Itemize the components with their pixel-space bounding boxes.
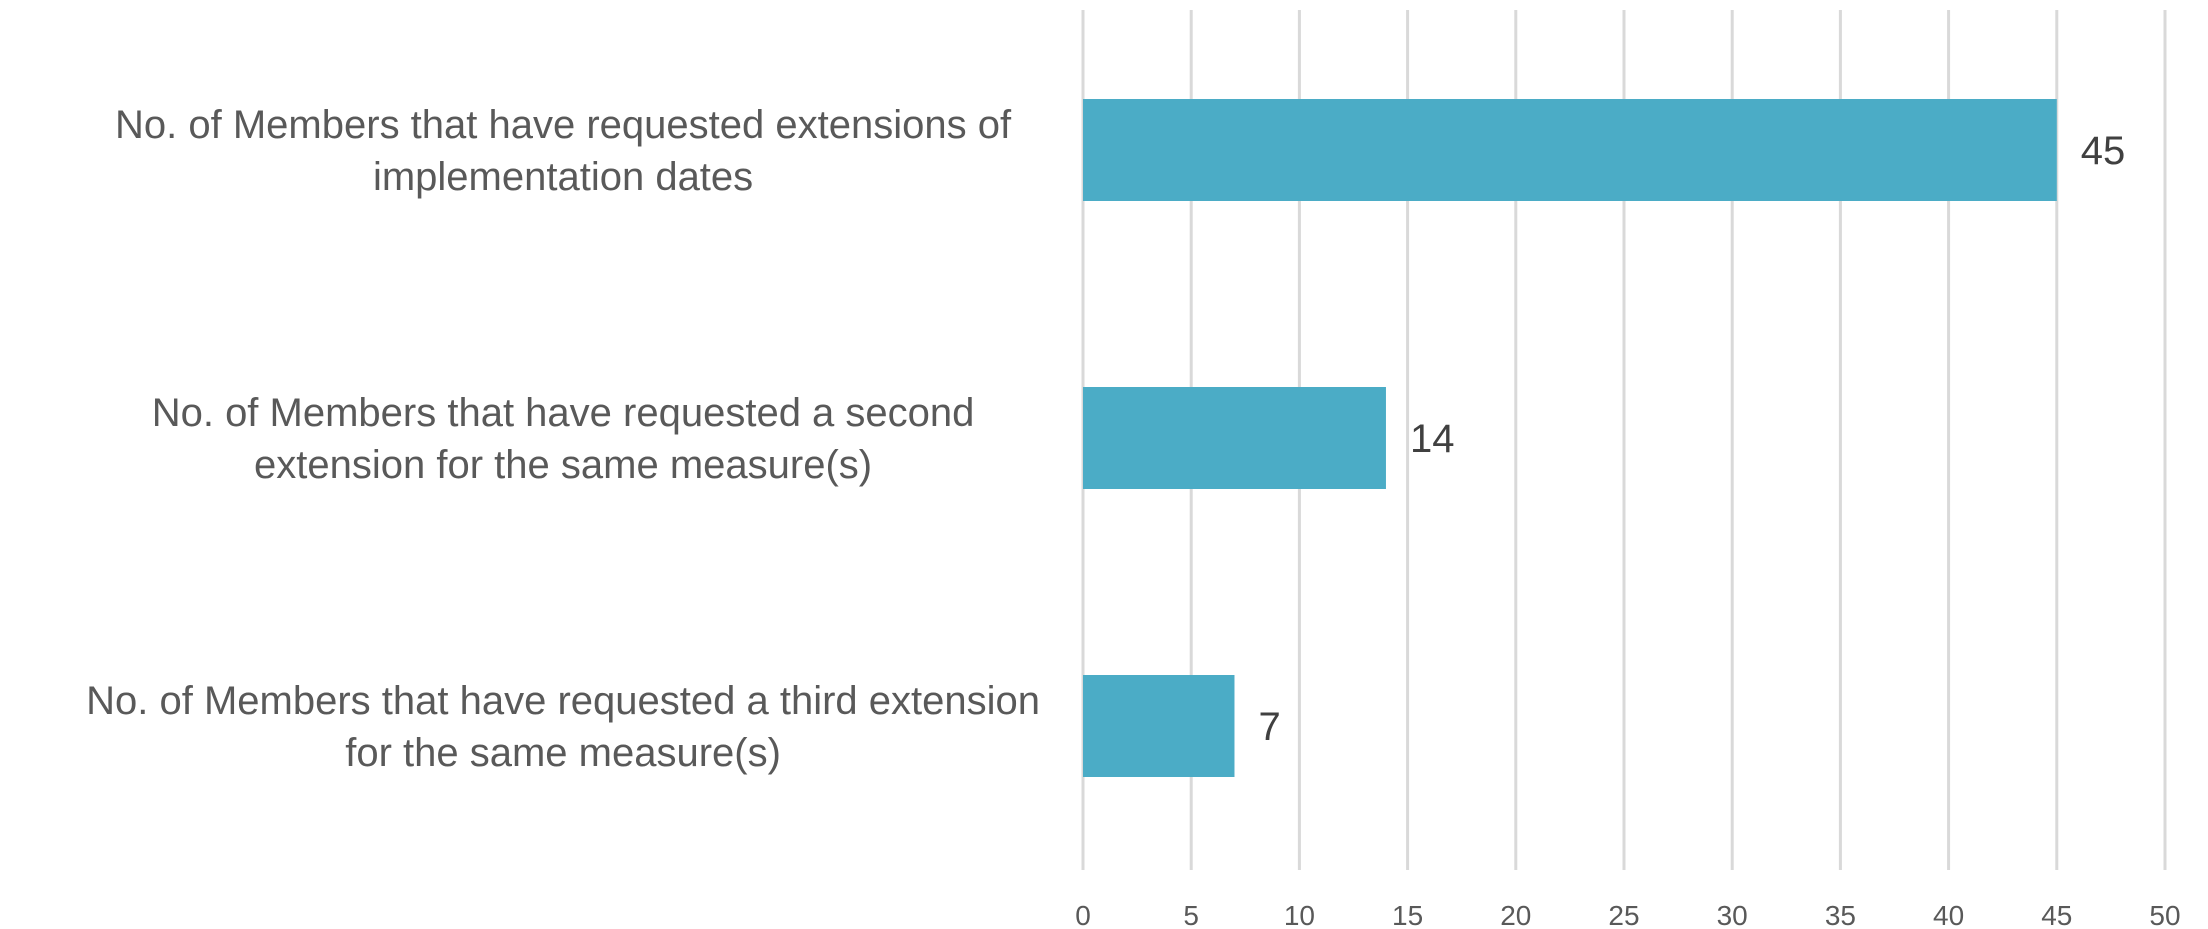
category-labels: No. of Members that have requested exten… [86, 103, 1040, 775]
category-label-2-line-1: for the same measure(s) [345, 731, 781, 775]
category-label-1-line-0: No. of Members that have requested a sec… [152, 391, 975, 435]
x-tick-label-20: 20 [1500, 900, 1531, 929]
bars [1083, 99, 2057, 777]
category-label-0-line-1: implementation dates [373, 155, 753, 199]
x-tick-label-10: 10 [1284, 900, 1315, 929]
x-tick-label-25: 25 [1608, 900, 1639, 929]
category-label-0-line-0: No. of Members that have requested exten… [115, 103, 1012, 147]
bar-0 [1083, 99, 2057, 201]
x-tick-label-0: 0 [1075, 900, 1091, 929]
bar-1 [1083, 387, 1386, 489]
x-tick-label-15: 15 [1392, 900, 1423, 929]
bar-2 [1083, 675, 1235, 777]
data-labels: 45 14 7 [1258, 129, 2125, 749]
x-tick-label-5: 5 [1183, 900, 1199, 929]
data-label-0: 45 [2081, 129, 2126, 173]
category-label-1-line-1: extension for the same measure(s) [254, 443, 872, 487]
data-label-2: 7 [1258, 705, 1280, 749]
x-tick-label-40: 40 [1933, 900, 1964, 929]
x-tick-label-30: 30 [1717, 900, 1748, 929]
x-tick-label-35: 35 [1825, 900, 1856, 929]
data-label-1: 14 [1410, 417, 1455, 461]
x-axis-tick-labels: 0 5 10 15 20 25 30 35 40 45 50 [1075, 900, 2180, 929]
x-tick-label-50: 50 [2149, 900, 2180, 929]
category-label-2-line-0: No. of Members that have requested a thi… [86, 679, 1040, 723]
x-tick-label-45: 45 [2041, 900, 2072, 929]
